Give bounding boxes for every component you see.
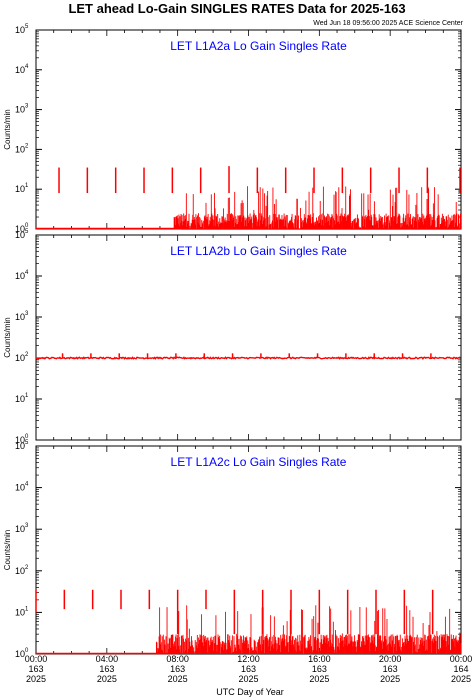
y-axis-label: Counts/min	[3, 530, 12, 570]
x-tick-label: 2025	[97, 674, 117, 684]
y-tick-exponent: 4	[25, 64, 29, 70]
y-tick-label: 10	[15, 144, 25, 154]
plot-frame	[35, 29, 462, 230]
y-tick-exponent: 5	[25, 24, 29, 30]
y-tick-label: 10	[15, 524, 25, 534]
y-tick-label: 10	[15, 649, 25, 659]
x-tick-label: 2025	[309, 674, 329, 684]
y-tick-label: 10	[15, 607, 25, 617]
y-axis-label: Counts/min	[3, 109, 12, 149]
series-line	[35, 356, 461, 360]
y-tick-label: 10	[15, 271, 25, 281]
y-tick-exponent: 2	[25, 352, 29, 358]
y-tick-label: 10	[15, 224, 25, 234]
y-tick-label: 10	[15, 230, 25, 240]
y-tick-label: 10	[15, 65, 25, 75]
panel-label: LET L1A2b Lo Gain Singles Rate	[170, 244, 347, 258]
x-tick-label: 163	[312, 664, 327, 674]
y-tick-exponent: 4	[25, 482, 29, 488]
y-tick-exponent: 5	[25, 440, 29, 446]
y-tick-exponent: 3	[25, 523, 29, 529]
x-tick-label: 08:00	[166, 654, 189, 664]
panel-label: LET L1A2c Lo Gain Singles Rate	[171, 455, 347, 469]
x-tick-label: 164	[453, 664, 468, 674]
y-tick-label: 10	[15, 566, 25, 576]
y-tick-exponent: 1	[25, 183, 29, 189]
y-tick-label: 10	[15, 312, 25, 322]
x-tick-label: 04:00	[96, 654, 119, 664]
x-tick-label: 2025	[26, 674, 46, 684]
y-tick-label: 10	[15, 105, 25, 115]
x-tick-label: 12:00	[237, 654, 260, 664]
chart-title: LET ahead Lo-Gain SINGLES RATES Data for…	[68, 1, 405, 16]
x-tick-label: 2025	[168, 674, 188, 684]
y-tick-label: 10	[15, 435, 25, 445]
y-tick-label: 10	[15, 483, 25, 493]
x-tick-label: 00:00	[450, 654, 473, 664]
y-tick-exponent: 1	[25, 606, 29, 612]
timestamp-label: Wed Jun 18 09:56:00 2025 ACE Science Cen…	[313, 20, 463, 27]
y-tick-exponent: 2	[25, 143, 29, 149]
y-tick-label: 10	[15, 184, 25, 194]
data-series	[35, 589, 462, 655]
y-tick-exponent: 5	[25, 229, 29, 235]
y-tick-exponent: 3	[25, 311, 29, 317]
y-tick-label: 10	[15, 394, 25, 404]
x-tick-label: 2025	[238, 674, 258, 684]
x-tick-label: 2025	[380, 674, 400, 684]
y-tick-exponent: 3	[25, 104, 29, 110]
y-tick-label: 10	[15, 441, 25, 451]
x-tick-label: 163	[241, 664, 256, 674]
y-tick-exponent: 2	[25, 565, 29, 571]
x-tick-label: 00:00	[25, 654, 48, 664]
x-tick-label: 163	[28, 664, 43, 674]
x-tick-label: 2025	[451, 674, 471, 684]
y-tick-label: 10	[15, 353, 25, 363]
x-tick-label: 163	[170, 664, 185, 674]
x-axis: 00:00163202504:00163202508:00163202512:0…	[25, 654, 473, 684]
x-axis-label: UTC Day of Year	[216, 687, 284, 697]
y-tick-exponent: 1	[25, 393, 29, 399]
y-tick-label: 10	[15, 25, 25, 35]
y-tick-exponent: 0	[25, 434, 29, 440]
x-tick-label: 20:00	[379, 654, 402, 664]
panel-label: LET L1A2a Lo Gain Singles Rate	[170, 39, 347, 53]
plot-frame	[35, 234, 462, 441]
y-tick-exponent: 0	[25, 223, 29, 229]
x-tick-label: 163	[383, 664, 398, 674]
plot-frame	[35, 445, 462, 655]
data-series	[36, 166, 461, 230]
y-tick-exponent: 0	[25, 648, 29, 654]
x-tick-label: 16:00	[308, 654, 331, 664]
x-tick-label: 163	[99, 664, 114, 674]
y-axis-label: Counts/min	[3, 317, 12, 357]
data-series	[35, 353, 461, 360]
y-tick-exponent: 4	[25, 270, 29, 276]
